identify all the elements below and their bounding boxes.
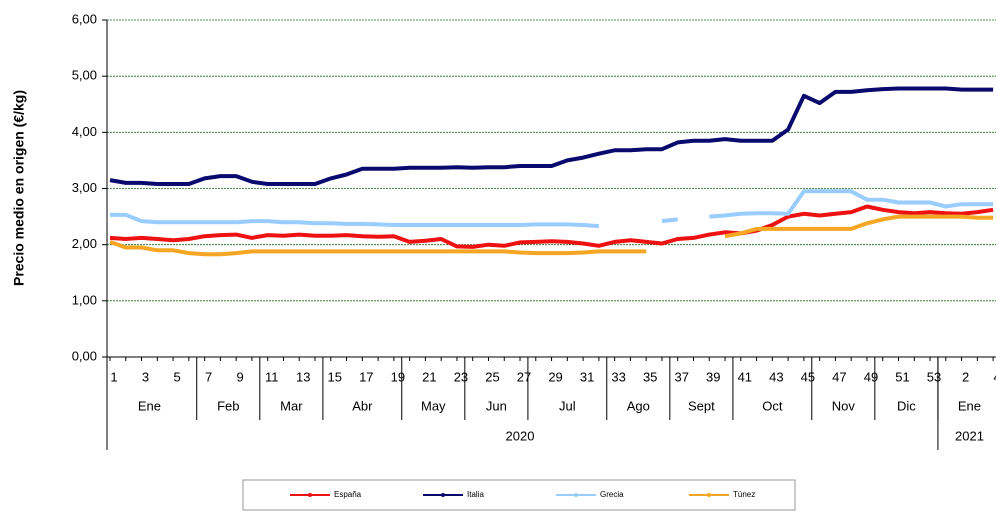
x-tick-label: 29 xyxy=(548,369,562,384)
y-tick-label: 5,00 xyxy=(72,68,97,83)
x-tick-label: 3 xyxy=(142,369,149,384)
legend-label: Grecia xyxy=(600,490,624,499)
group-label: Abr xyxy=(352,398,373,413)
group-label: Ago xyxy=(627,398,650,413)
x-tick-label: 37 xyxy=(674,369,688,384)
y-tick-label: 6,00 xyxy=(72,11,97,26)
x-tick-label: 13 xyxy=(296,369,310,384)
group-label: May xyxy=(421,398,446,413)
y-tick-label: 0,00 xyxy=(72,348,97,363)
x-tick-label: 51 xyxy=(895,369,909,384)
x-tick-label: 4 xyxy=(994,369,996,384)
x-tick-label: 23 xyxy=(454,369,468,384)
x-tick-label: 2 xyxy=(962,369,969,384)
x-tick-label: 45 xyxy=(801,369,815,384)
y-tick-label: 4,00 xyxy=(72,124,97,139)
x-tick-label: 15 xyxy=(328,369,342,384)
group-label: Feb xyxy=(217,398,239,413)
x-tick-label: 17 xyxy=(359,369,373,384)
legend-marker xyxy=(707,493,711,497)
x-tick-label: 33 xyxy=(611,369,625,384)
legend-label: Italia xyxy=(467,490,484,499)
x-tick-label: 47 xyxy=(832,369,846,384)
x-tick-label: 43 xyxy=(769,369,783,384)
x-tick-label: 25 xyxy=(485,369,499,384)
series-line xyxy=(109,214,994,257)
legend-marker xyxy=(574,493,578,497)
x-tick-label: 27 xyxy=(517,369,531,384)
x-tick-label: 21 xyxy=(422,369,436,384)
y-tick-label: 2,00 xyxy=(72,236,97,251)
group-label: Dic xyxy=(897,398,916,413)
y-tick-label: 1,00 xyxy=(72,292,97,307)
group-label: Sept xyxy=(688,398,715,413)
legend: España Italia Grecia Túnez xyxy=(290,490,755,499)
group-label: Nov xyxy=(832,398,856,413)
series-line xyxy=(109,204,994,249)
x-tick-label: 9 xyxy=(237,369,244,384)
group-label: Jul xyxy=(559,398,576,413)
group-label: Mar xyxy=(280,398,303,413)
x-tick-label: 19 xyxy=(391,369,405,384)
x-tick-label: 11 xyxy=(265,369,279,384)
x-tick-label: 49 xyxy=(864,369,878,384)
y-axis-title: Precio medio en origen (€/kg) xyxy=(11,90,27,286)
group-label: 2020 xyxy=(506,428,535,443)
x-tick-label: 1 xyxy=(110,369,117,384)
x-tick-label: 41 xyxy=(738,369,752,384)
y-tick-label: 3,00 xyxy=(72,180,97,195)
legend-label: España xyxy=(334,490,362,499)
legend-marker xyxy=(441,493,445,497)
x-tick-label: 7 xyxy=(205,369,212,384)
series-line xyxy=(109,86,994,186)
group-label: Ene xyxy=(958,398,981,413)
x-tick-label: 39 xyxy=(706,369,720,384)
series-line xyxy=(110,189,994,229)
x-tick-label: 5 xyxy=(173,369,180,384)
group-label: Jun xyxy=(486,398,507,413)
group-label: Ene xyxy=(138,398,161,413)
x-tick-label: 31 xyxy=(580,369,594,384)
legend-label: Túnez xyxy=(733,490,755,499)
legend-marker xyxy=(308,493,312,497)
group-label: 2021 xyxy=(955,428,984,443)
x-tick-label: 53 xyxy=(927,369,941,384)
x-tick-label: 35 xyxy=(643,369,657,384)
group-label: Oct xyxy=(762,398,783,413)
